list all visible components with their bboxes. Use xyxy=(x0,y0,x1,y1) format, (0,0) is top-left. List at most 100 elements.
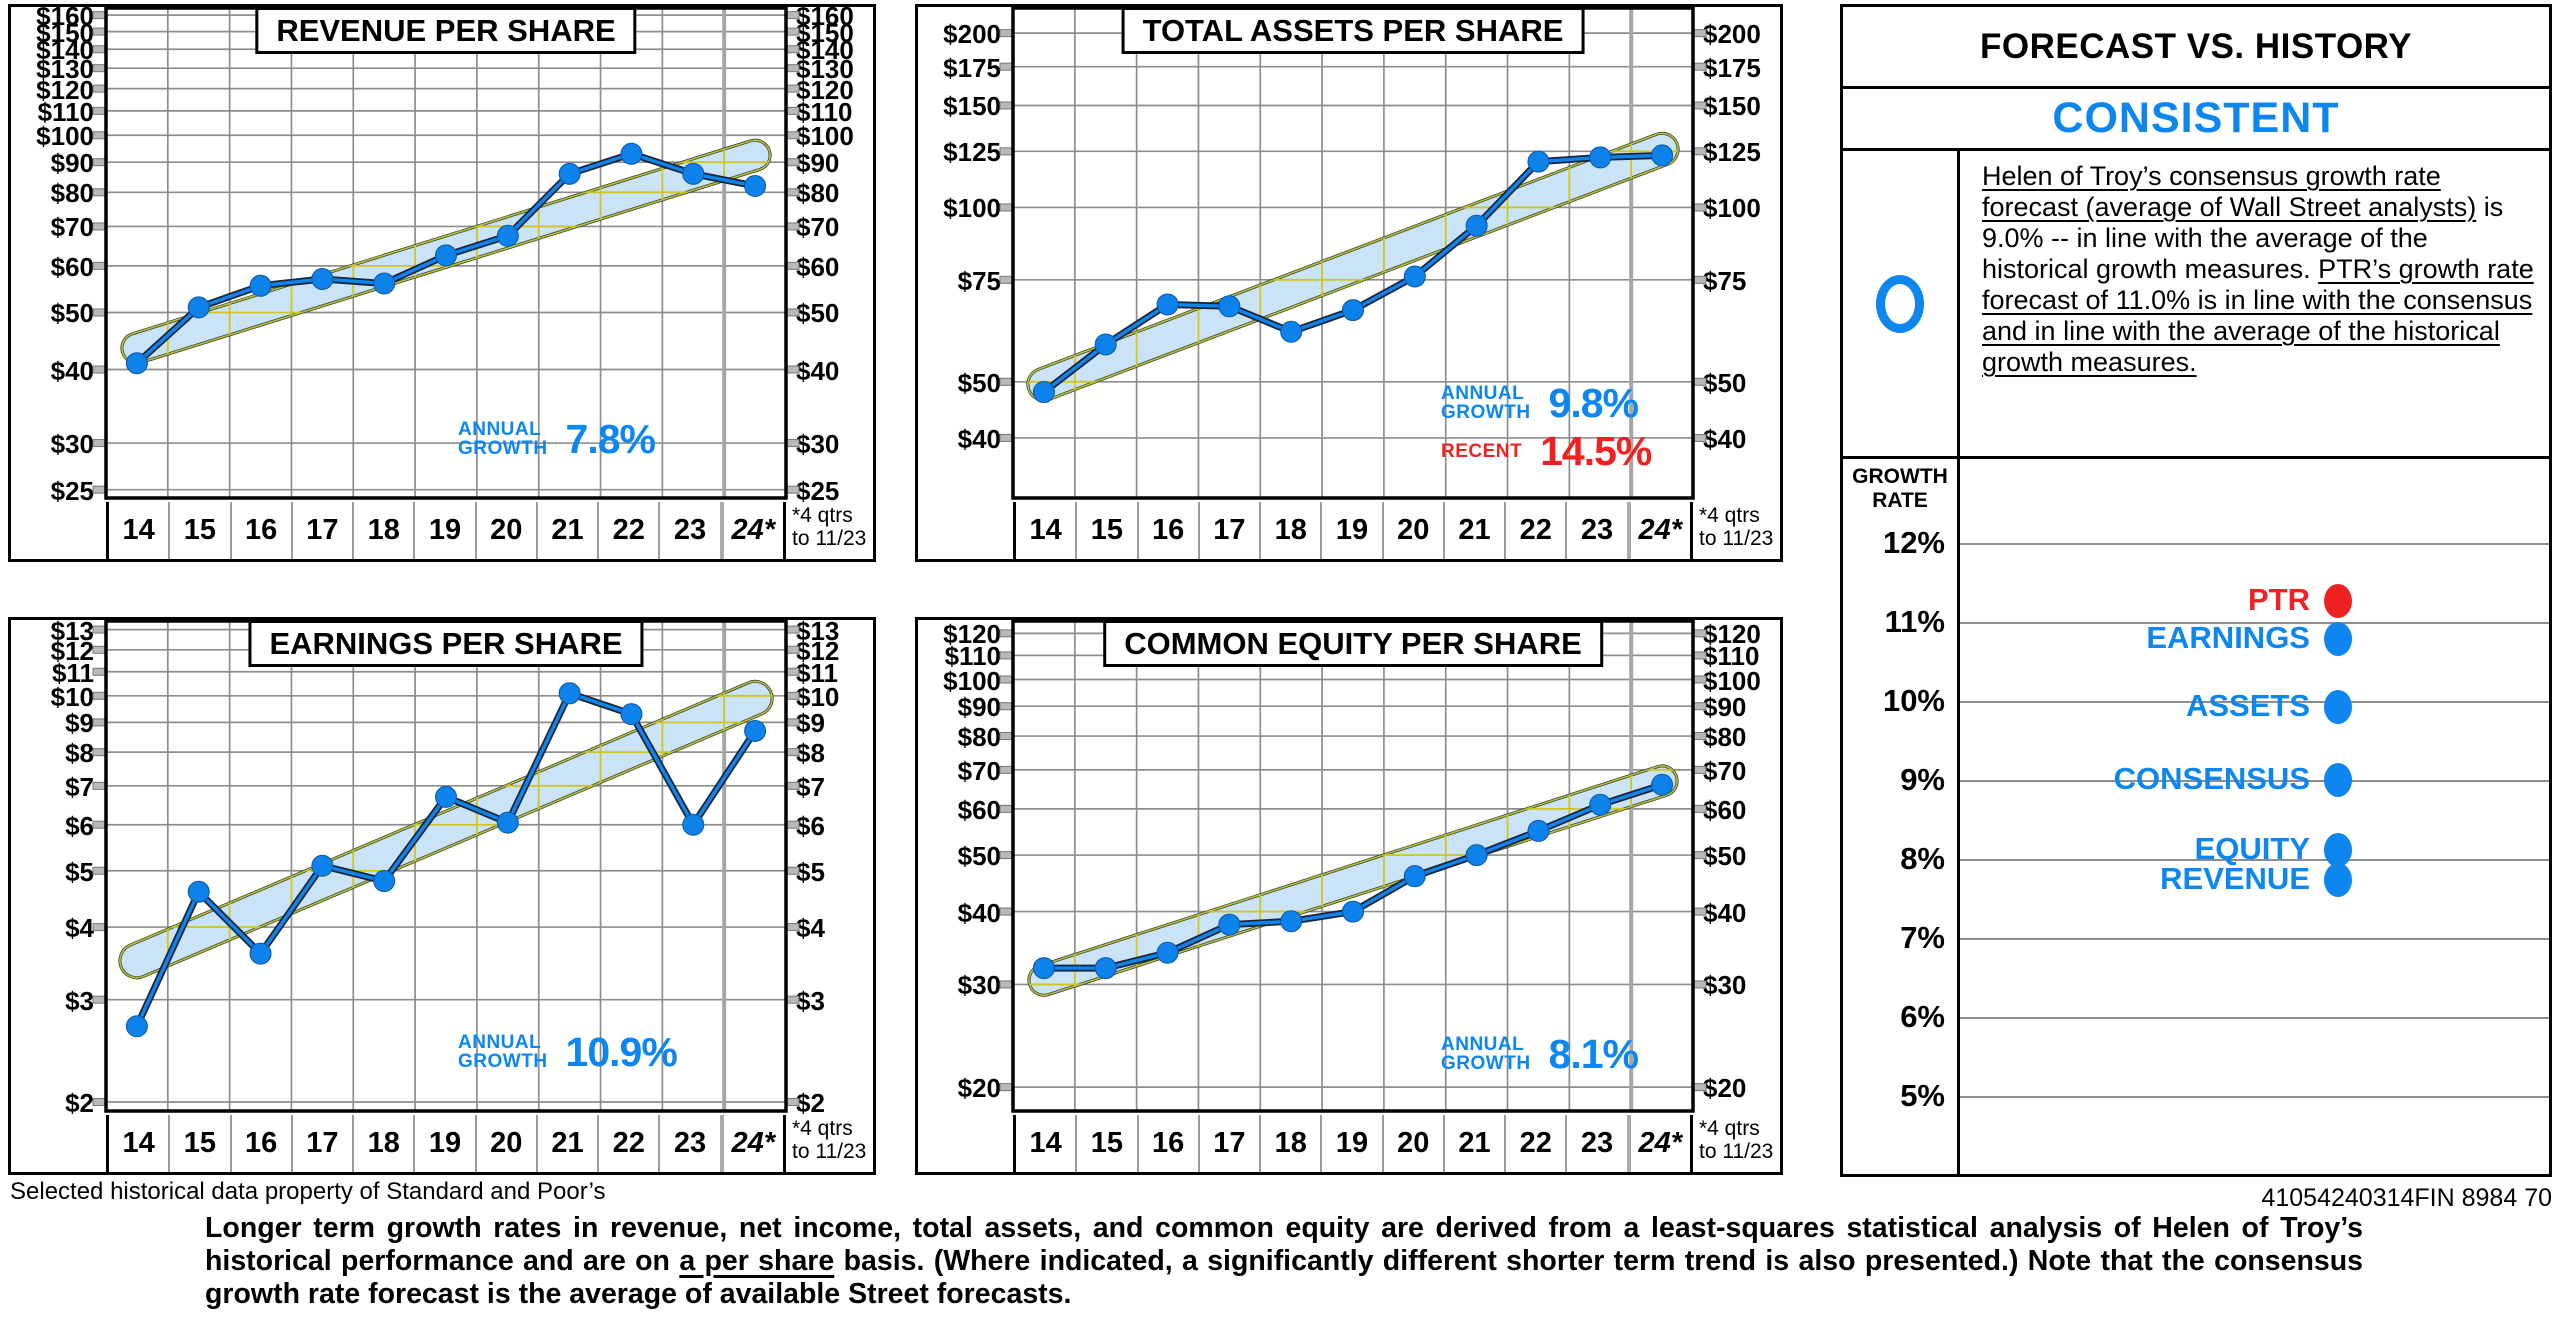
data-point xyxy=(1218,295,1241,318)
annual-growth-value: 7.8% xyxy=(565,416,656,462)
x-tick-label: 15 xyxy=(170,1115,232,1172)
x-tick-label: 20 xyxy=(1384,1115,1445,1172)
forecast-paragraph-segment: PTR’s growth rate forecast of 11.0% is i… xyxy=(1982,254,2534,377)
y-tick-label: $6 xyxy=(65,810,94,841)
x-tick-label: 14 xyxy=(1016,502,1078,559)
y-tick-label: $7 xyxy=(65,771,94,802)
y-axis-labels-right: $120 $110 $100 $90 $80 $70 $60 $50 $40 $30 $20 xyxy=(1697,620,1779,1115)
growth-marker-label: REVENUE xyxy=(2160,860,2310,896)
annual-growth-annotation: ANNUAL GROWTH 9.8% RECENT 14.5% xyxy=(1441,382,1652,472)
y-tick-label: $60 xyxy=(50,251,94,282)
annual-growth-label-line: ANNUAL xyxy=(1441,383,1525,404)
annual-growth-label-line: GROWTH xyxy=(1441,402,1531,423)
y-tick-label: $150 xyxy=(36,17,94,48)
x-tick-label: 18 xyxy=(1261,1115,1323,1172)
y-tick-label: $30 xyxy=(957,970,1001,1001)
chart-title: EARNINGS PER SHARE xyxy=(248,620,644,667)
data-point xyxy=(1280,320,1303,343)
annual-growth-label-line: GROWTH xyxy=(458,438,548,459)
y-tick-label: $70 xyxy=(796,212,840,243)
y-axis-labels-right: $200 $175 $150 $125 $100 $75 $50 $40 xyxy=(1697,8,1779,502)
axis-footnote: *4 qtrs to 11/23 xyxy=(792,504,876,550)
data-point xyxy=(682,813,705,836)
growth-marker-ptr xyxy=(2324,583,2352,618)
y-tick-label: $175 xyxy=(943,52,1001,83)
y-tick-label: $80 xyxy=(1703,722,1747,753)
plot-area: EARNINGS PER SHARE ANNUAL GROWTH 10.9% xyxy=(92,619,800,1113)
axis-footnote: *4 qtrs to 11/23 xyxy=(792,1117,876,1163)
axis-footnote-line: *4 qtrs xyxy=(1699,1117,1760,1140)
scale-gridline xyxy=(1960,1017,2549,1019)
growth-marker-label: CONSENSUS xyxy=(2113,761,2310,796)
y-tick-label: $25 xyxy=(50,475,94,506)
scale-tick-label: 11% xyxy=(1884,604,1945,639)
data-point xyxy=(1032,957,1055,980)
verdict-symbol-cell xyxy=(1843,151,1960,456)
data-point xyxy=(435,785,457,808)
x-tick-label: 17 xyxy=(1200,502,1262,559)
y-tick-label: $90 xyxy=(1703,692,1747,723)
y-tick-label: $30 xyxy=(796,429,840,460)
data-point xyxy=(620,703,643,726)
x-tick-label: 23 xyxy=(673,1127,707,1159)
y-tick-label: $2 xyxy=(796,1088,825,1118)
axis-footnote-line: *4 qtrs xyxy=(792,1117,853,1140)
y-tick-label: $4 xyxy=(796,913,825,944)
data-point xyxy=(1403,265,1426,288)
y-tick-label: $12 xyxy=(796,635,840,666)
data-point xyxy=(1280,910,1303,933)
data-point xyxy=(1403,865,1426,888)
y-tick-label: $30 xyxy=(50,429,94,460)
annual-growth-row: ANNUAL GROWTH 7.8% xyxy=(458,416,656,462)
y-tick-label: $140 xyxy=(36,35,94,66)
data-point xyxy=(1651,773,1674,796)
data-point xyxy=(311,854,334,877)
y-tick-label: $120 xyxy=(943,619,1001,650)
axis-footnote: *4 qtrs to 11/23 xyxy=(1699,1117,1783,1163)
forecast-paragraph-segment: is 9.0% -- in line with the average of t… xyxy=(1982,192,2504,284)
y-tick-label: $110 xyxy=(37,96,94,127)
y-tick-label: $90 xyxy=(957,692,1001,723)
data-point xyxy=(125,352,148,375)
scale-gridline xyxy=(1960,859,2549,861)
y-tick-label: $150 xyxy=(943,91,1001,122)
scale-divider xyxy=(1957,459,1960,1174)
x-tick-label: 22 xyxy=(1506,502,1568,559)
y-tick-label: $60 xyxy=(957,794,1001,825)
data-point xyxy=(373,272,396,295)
x-tick-label: 24* xyxy=(719,1115,783,1172)
growth-marker-label: EARNINGS xyxy=(2146,619,2310,655)
y-tick-label: $50 xyxy=(957,841,1001,872)
data-point xyxy=(620,142,643,165)
x-axis-labels: 14 15 16 17 18 19 20 21 22 23 24* xyxy=(106,502,786,559)
data-point xyxy=(1156,293,1179,316)
y-axis-labels-left: $120 $110 $100 $90 $80 $70 $60 $50 $40 $30 $20 xyxy=(918,619,1006,1115)
growth-marker-assets xyxy=(2324,690,2352,725)
data-point xyxy=(1342,900,1364,923)
y-tick-label: $70 xyxy=(957,755,1001,786)
growth-marker-label: ASSETS xyxy=(2185,688,2310,724)
x-tick-label: 22 xyxy=(599,502,661,559)
y-tick-label: $70 xyxy=(50,212,94,243)
growth-rate-header: GROWTH RATE xyxy=(1852,465,1948,512)
annual-growth-label-line: GROWTH xyxy=(458,1051,548,1072)
axis-footnote-line: *4 qtrs xyxy=(1699,504,1760,527)
data-point xyxy=(1094,333,1117,356)
scale-gridline xyxy=(1960,622,2549,624)
data-point xyxy=(1342,299,1364,322)
x-axis-labels: 14 15 16 17 18 19 20 21 22 23 24* xyxy=(106,1115,786,1172)
y-tick-label: $40 xyxy=(796,355,840,386)
annual-growth-row: ANNUAL GROWTH 9.8% xyxy=(1441,382,1651,424)
data-point xyxy=(1465,844,1488,867)
forecast-vs-history-panel: FORECAST VS. HISTORY CONSISTENT Helen of… xyxy=(1840,4,2552,1177)
x-tick-label: 16 xyxy=(1139,502,1200,559)
data-point xyxy=(744,719,767,742)
y-tick-label: $10 xyxy=(50,681,94,712)
x-tick-label: 15 xyxy=(170,502,232,559)
annual-growth-value: 9.8% xyxy=(1548,380,1639,426)
y-tick-label: $30 xyxy=(1703,970,1747,1001)
x-tick-label: 23 xyxy=(673,514,707,546)
y-tick-label: $90 xyxy=(796,148,840,179)
x-tick-label: 24* xyxy=(1626,502,1690,559)
y-tick-label: $11 xyxy=(52,657,94,688)
